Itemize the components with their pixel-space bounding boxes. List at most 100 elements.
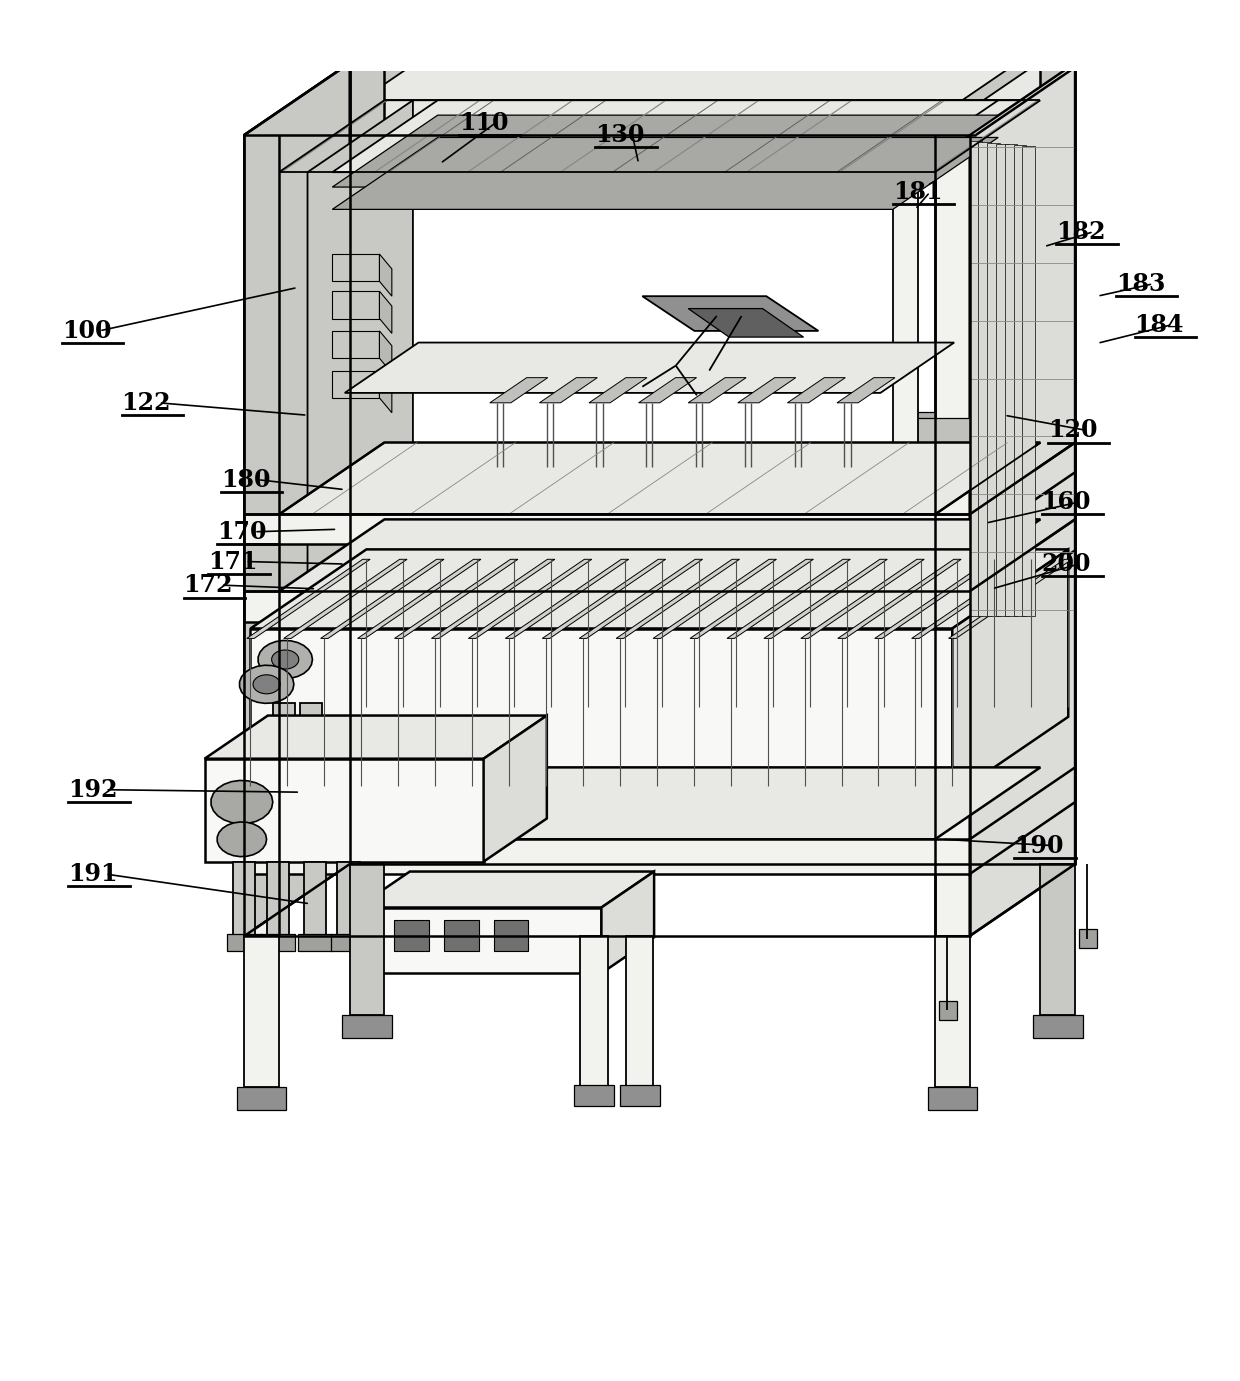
Polygon shape [332, 370, 379, 398]
Polygon shape [350, 64, 384, 865]
Polygon shape [211, 780, 273, 823]
Polygon shape [308, 101, 413, 623]
Polygon shape [244, 936, 279, 1087]
Polygon shape [446, 465, 481, 490]
Polygon shape [484, 715, 547, 862]
Polygon shape [244, 64, 350, 936]
Polygon shape [916, 412, 935, 461]
Polygon shape [970, 64, 1075, 936]
Polygon shape [837, 377, 895, 403]
Polygon shape [244, 591, 970, 623]
Polygon shape [764, 559, 888, 638]
Polygon shape [444, 920, 479, 952]
Polygon shape [258, 641, 312, 678]
Polygon shape [308, 173, 332, 623]
Polygon shape [970, 768, 1075, 874]
Polygon shape [337, 862, 360, 939]
Polygon shape [978, 142, 991, 616]
Text: 183: 183 [1116, 272, 1166, 296]
Text: 182: 182 [1056, 220, 1106, 243]
Polygon shape [627, 465, 662, 490]
Polygon shape [987, 142, 999, 616]
Polygon shape [345, 342, 955, 394]
Polygon shape [787, 377, 846, 403]
Polygon shape [507, 465, 542, 490]
Text: 192: 192 [68, 778, 118, 802]
Polygon shape [579, 559, 703, 638]
Polygon shape [436, 492, 469, 511]
Text: 190: 190 [1014, 834, 1064, 858]
Polygon shape [350, 865, 384, 1015]
Polygon shape [688, 308, 804, 337]
Polygon shape [285, 65, 412, 138]
Polygon shape [244, 514, 970, 544]
Text: 171: 171 [208, 550, 258, 573]
Polygon shape [490, 377, 548, 403]
Polygon shape [332, 115, 998, 186]
Polygon shape [935, 936, 970, 1087]
Polygon shape [284, 559, 407, 638]
Text: 120: 120 [1048, 418, 1097, 442]
Polygon shape [801, 559, 924, 638]
Polygon shape [300, 703, 322, 783]
Text: 184: 184 [1135, 312, 1184, 337]
Polygon shape [949, 559, 1071, 638]
Polygon shape [332, 254, 379, 282]
Polygon shape [332, 138, 998, 210]
Polygon shape [560, 492, 593, 511]
Polygon shape [1013, 145, 1027, 616]
Text: 100: 100 [62, 319, 112, 342]
Polygon shape [273, 703, 295, 783]
Polygon shape [244, 840, 970, 874]
Polygon shape [217, 822, 267, 856]
Polygon shape [494, 920, 528, 952]
Polygon shape [1033, 1015, 1083, 1037]
Polygon shape [247, 559, 371, 638]
Polygon shape [996, 144, 1008, 616]
Polygon shape [689, 559, 813, 638]
Polygon shape [227, 934, 262, 952]
Polygon shape [727, 559, 851, 638]
Polygon shape [250, 550, 1069, 628]
Text: 160: 160 [1042, 490, 1091, 514]
Polygon shape [394, 920, 429, 952]
Polygon shape [574, 1085, 614, 1106]
Polygon shape [684, 492, 717, 511]
Polygon shape [911, 559, 1035, 638]
Polygon shape [304, 862, 326, 939]
Polygon shape [205, 758, 484, 862]
Polygon shape [233, 862, 255, 939]
Polygon shape [928, 1087, 977, 1109]
Polygon shape [298, 934, 332, 952]
Polygon shape [342, 1015, 392, 1037]
Polygon shape [1004, 145, 1018, 616]
Polygon shape [357, 559, 481, 638]
Polygon shape [244, 64, 1081, 135]
Polygon shape [498, 492, 531, 511]
Text: 122: 122 [122, 391, 171, 414]
Polygon shape [506, 559, 629, 638]
Polygon shape [970, 442, 1075, 544]
Polygon shape [244, 65, 388, 138]
Polygon shape [279, 519, 1040, 591]
Polygon shape [1079, 928, 1097, 949]
Polygon shape [874, 559, 998, 638]
Polygon shape [893, 173, 918, 623]
Polygon shape [970, 141, 982, 616]
Polygon shape [542, 559, 666, 638]
Polygon shape [738, 377, 796, 403]
Polygon shape [935, 135, 970, 936]
Polygon shape [281, 101, 1038, 173]
Polygon shape [205, 715, 547, 758]
Polygon shape [580, 936, 608, 1087]
Polygon shape [1040, 64, 1075, 865]
Text: 172: 172 [184, 573, 233, 597]
Text: 181: 181 [893, 180, 942, 204]
Polygon shape [237, 1087, 286, 1109]
Polygon shape [952, 550, 1069, 795]
Polygon shape [748, 465, 782, 490]
Polygon shape [469, 559, 591, 638]
Polygon shape [394, 559, 518, 638]
Polygon shape [272, 650, 299, 668]
Polygon shape [250, 628, 952, 795]
